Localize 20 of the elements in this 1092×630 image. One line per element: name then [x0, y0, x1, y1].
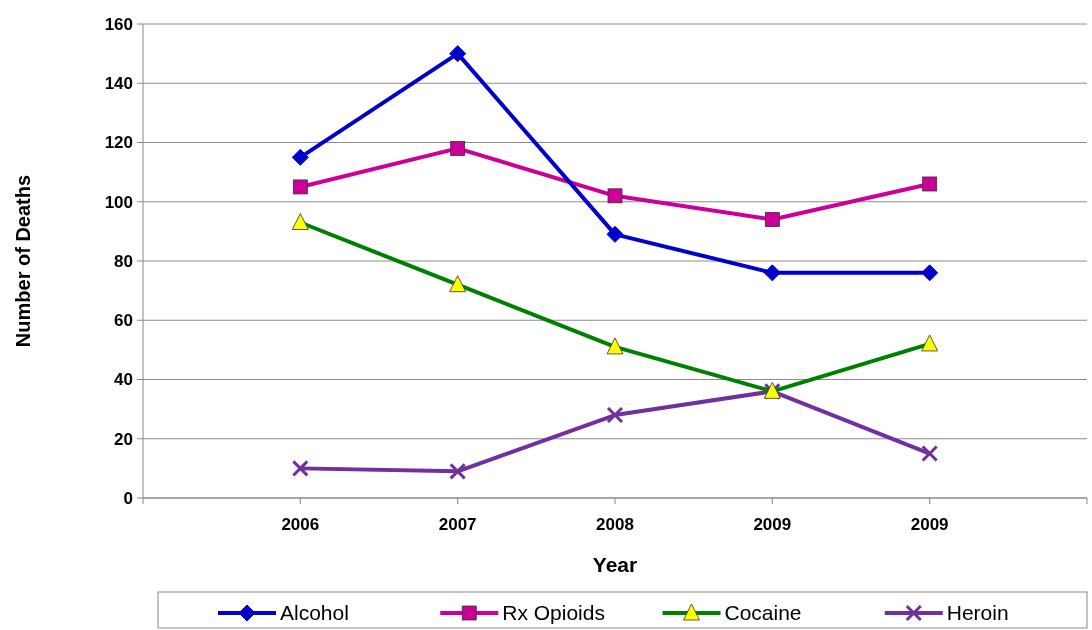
legend-label: Alcohol [280, 601, 349, 625]
y-axis-title: Number of Deaths [12, 174, 34, 348]
y-tick-label: 0 [123, 488, 133, 508]
y-tick-label: 160 [104, 14, 133, 34]
x-tick-label: 2008 [596, 515, 634, 534]
x-tick-label: 2006 [281, 515, 320, 534]
legend-label: Cocaine [724, 601, 802, 625]
x-tick-label: 2009 [910, 515, 949, 534]
legend-label: Rx Opioids [502, 601, 605, 625]
y-tick-label: 40 [114, 370, 133, 390]
x-axis-title: Year [592, 553, 638, 576]
y-tick-label: 140 [104, 74, 133, 94]
y-tick-label: 80 [114, 251, 133, 271]
legend-label: Heroin [946, 601, 1009, 625]
y-tick-label: 20 [114, 429, 133, 449]
y-tick-label: 60 [114, 311, 133, 331]
x-tick-label: 2009 [753, 515, 792, 534]
y-tick-label: 120 [104, 133, 133, 153]
x-tick-label: 2007 [438, 515, 477, 534]
y-tick-label: 100 [104, 192, 133, 212]
